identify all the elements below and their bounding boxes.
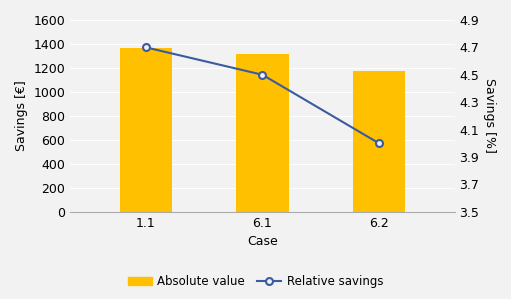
X-axis label: Case: Case [247, 235, 278, 248]
Bar [120, 48, 172, 212]
Y-axis label: Savings [%]: Savings [%] [483, 78, 496, 153]
Y-axis label: Savings [€]: Savings [€] [15, 80, 28, 151]
Bar [353, 71, 405, 212]
Legend: Absolute value, Relative savings: Absolute value, Relative savings [123, 271, 388, 293]
Bar [236, 54, 289, 212]
